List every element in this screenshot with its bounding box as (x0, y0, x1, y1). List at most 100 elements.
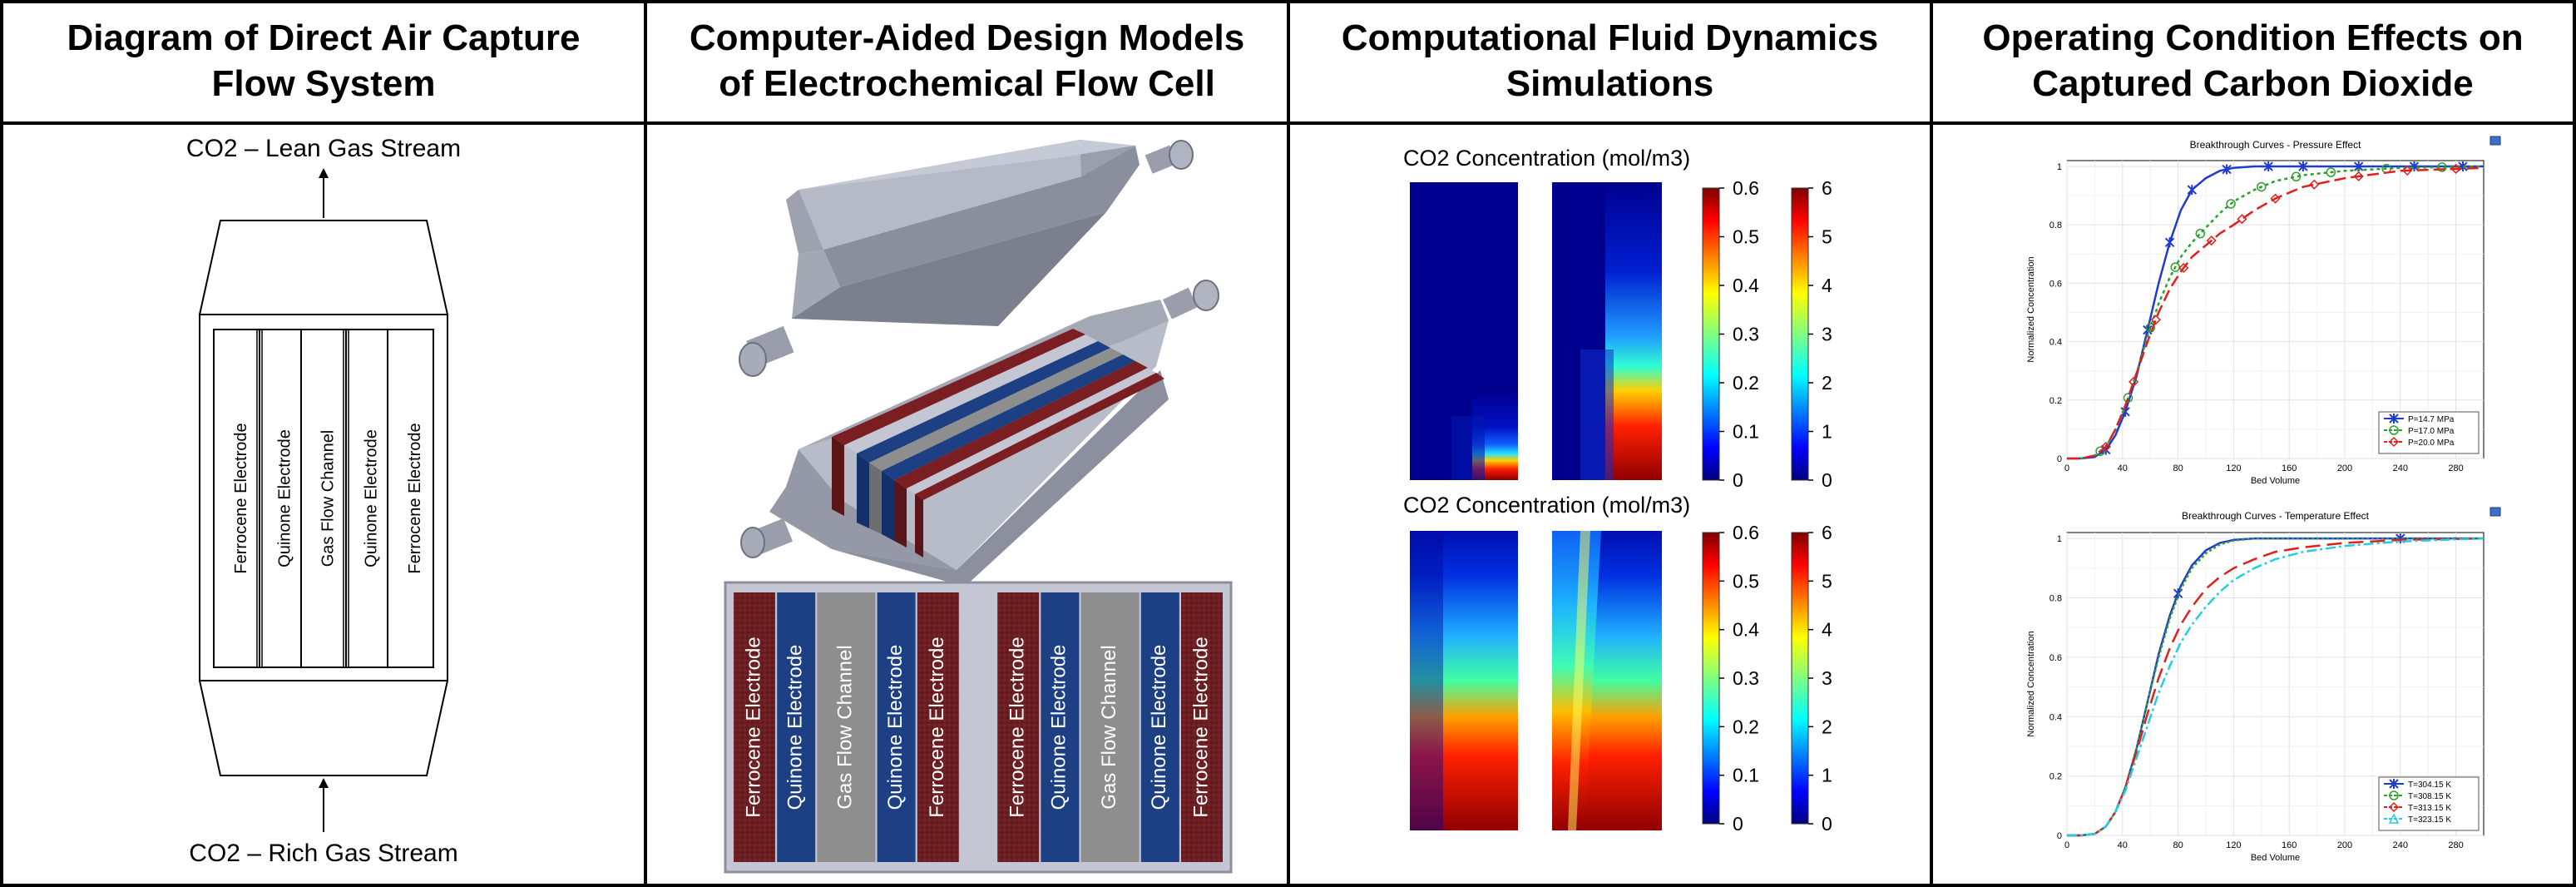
layer-ferrocene-electrode (1181, 592, 1223, 862)
data-point (2389, 790, 2399, 800)
layer-quinone-electrode (777, 592, 816, 862)
dac-bottom-label: CO2 – Rich Gas Stream (189, 840, 457, 867)
series-line (2067, 165, 2485, 460)
panel-title-cfd: Computational Fluid Dynamics Simulations (1341, 17, 1879, 104)
data-point (2195, 228, 2206, 239)
data-point (2326, 167, 2336, 177)
flow-cell-lid (739, 140, 1194, 377)
y-tick-label: 1 (2057, 162, 2062, 172)
legend-entry: T=313.15 K (2408, 804, 2451, 813)
flow-cell-tray (740, 280, 1219, 587)
cfd-row2-field1 (1410, 531, 1518, 830)
colorbar-tick-label: 0.4 (1733, 275, 1759, 296)
y-tick-label: 0.8 (2049, 594, 2062, 604)
y-tick-label: 0.2 (2049, 772, 2062, 782)
data-point (2145, 323, 2155, 333)
series-line (2067, 165, 2484, 460)
x-tick-label: 80 (2173, 840, 2183, 850)
data-point (2257, 181, 2267, 192)
data-point (2389, 425, 2399, 435)
data-point (2298, 161, 2308, 172)
x-tick-label: 160 (2282, 840, 2297, 850)
y-tick-label: 0 (2057, 831, 2062, 841)
data-point (2309, 179, 2320, 190)
x-tick-label: 160 (2282, 463, 2297, 473)
layer-label: Gas Flow Channel (1098, 645, 1120, 809)
layer-quinone-electrode (1140, 592, 1179, 862)
export-icon[interactable] (2489, 136, 2501, 146)
tray-electrode-stripes (832, 329, 1164, 557)
data-point (2164, 237, 2175, 248)
data-point (2402, 165, 2413, 176)
data-point (2226, 199, 2236, 209)
colorbar-tick-label: 5 (1822, 570, 1832, 592)
data-point (2095, 446, 2105, 456)
colorbar-tick-label: 0.5 (1733, 226, 1759, 248)
colorbar-tick-label: 0.5 (1733, 570, 1759, 592)
colorbar-tick-label: 0 (1733, 813, 1743, 835)
colorbar-tick-label: 3 (1822, 324, 1832, 345)
colorbar (1791, 187, 1809, 481)
inlet-arrow-head (319, 778, 329, 788)
series-line (2067, 166, 2485, 460)
housing-top-taper (198, 220, 449, 315)
colorbar-tick-label: 5 (1822, 226, 1832, 248)
colorbar (1791, 532, 1809, 825)
data-point (2270, 193, 2281, 204)
data-point (2123, 393, 2133, 403)
data-point (2388, 801, 2400, 813)
data-point (2222, 164, 2232, 175)
strip-label: Gas Flow Channel (319, 430, 337, 567)
data-point (2100, 441, 2111, 453)
colorbar-tick-label: 0.3 (1733, 667, 1759, 689)
colorbar-tick-label: 1 (1822, 421, 1832, 443)
colorbar-tick-label: 0.6 (1733, 177, 1759, 199)
layer-label: Quinone Electrode (1148, 645, 1170, 810)
colorbar-tick-label: 4 (1822, 619, 1832, 641)
y-tick-label: 0.2 (2049, 396, 2062, 406)
layer-spacer (961, 607, 996, 847)
layer-label: Gas Flow Channel (834, 645, 857, 809)
data-point (2263, 161, 2273, 172)
layer-label: Quinone Electrode (1048, 645, 1070, 810)
data-point (2353, 171, 2364, 181)
data-point (2291, 171, 2302, 182)
legend-entry: T=304.15 K (2408, 780, 2451, 790)
x-tick-label: 40 (2118, 463, 2128, 473)
housing-bottom-taper (198, 680, 449, 776)
cfd-row2-field2 (1552, 531, 1662, 830)
x-axis-label: Bed Volume (2251, 853, 2300, 863)
data-point (2143, 325, 2153, 335)
legend-entry: P=20.0 MPa (2408, 439, 2455, 448)
layer-quinone-electrode (1041, 592, 1080, 862)
dac-diagram: CO2 – Lean Gas Stream Ferrocene Electrod… (186, 135, 461, 867)
x-tick-label: 240 (2393, 840, 2408, 850)
layer-gas-flow-channel (817, 592, 876, 862)
cross-section: Ferrocene Electrode Quinone Electrode Gas … (724, 581, 1233, 874)
data-point (2437, 162, 2447, 172)
legend-entry: T=308.15 K (2408, 792, 2451, 801)
data-point (2389, 779, 2399, 789)
colorbar-tick-label: 6 (1822, 177, 1832, 199)
colorbar-tick-label: 2 (1822, 716, 1832, 737)
colorbar-tick-label: 0.3 (1733, 324, 1759, 345)
cfd-row1-field1 (1410, 182, 1518, 480)
data-point (2178, 262, 2189, 274)
legend-entry: P=17.0 MPa (2408, 427, 2455, 436)
export-icon[interactable] (2489, 507, 2501, 517)
layer-label: Ferrocene Electrode (742, 637, 764, 817)
strip-label: Ferrocene Electrode (406, 423, 424, 573)
y-tick-label: 0.4 (2049, 712, 2062, 722)
cfd-color-scales: 0.6 0.5 0.4 0.3 0.2 0.1 0 6 5 4 3 2 1 0 0.6 0.5 0.4 0.3 0.… (1702, 177, 1832, 835)
colorbar-tick-label: 0 (1822, 813, 1832, 835)
x-tick-label: 80 (2173, 463, 2183, 473)
y-tick-label: 0 (2057, 454, 2062, 464)
strip-label: Quinone Electrode (275, 429, 294, 567)
panel-title-cad: Computer-Aided Design Models of Electroch… (689, 17, 1245, 104)
cfd-row2-title: CO2 Concentration (mol/m3) (1403, 493, 1690, 518)
cfd-simulations: CO2 Concentration (mol/m3) CO2 Concentra… (1403, 146, 1832, 835)
panel-title-dac: Diagram of Direct Air Capture Flow System (67, 17, 581, 104)
data-point (2150, 315, 2161, 325)
legend-entry: T=323.15 K (2408, 815, 2451, 825)
